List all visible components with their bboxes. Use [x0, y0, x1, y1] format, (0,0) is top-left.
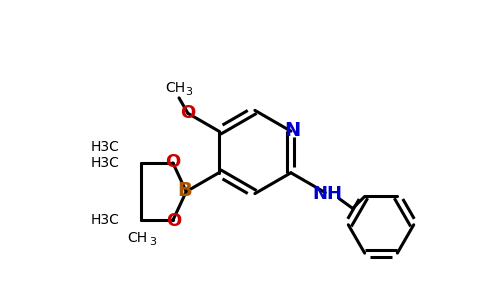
Text: O: O: [166, 212, 182, 230]
Text: H3C: H3C: [91, 156, 120, 170]
Text: H3C: H3C: [91, 140, 120, 154]
Text: N: N: [284, 121, 300, 140]
Text: NH: NH: [312, 184, 342, 202]
Text: 3: 3: [150, 237, 156, 247]
Text: B: B: [177, 181, 192, 200]
Text: O: O: [165, 153, 181, 171]
Text: CH: CH: [127, 231, 147, 245]
Text: CH: CH: [165, 81, 185, 95]
Text: 3: 3: [185, 87, 193, 97]
Text: O: O: [181, 104, 196, 122]
Text: H3C: H3C: [91, 213, 120, 227]
